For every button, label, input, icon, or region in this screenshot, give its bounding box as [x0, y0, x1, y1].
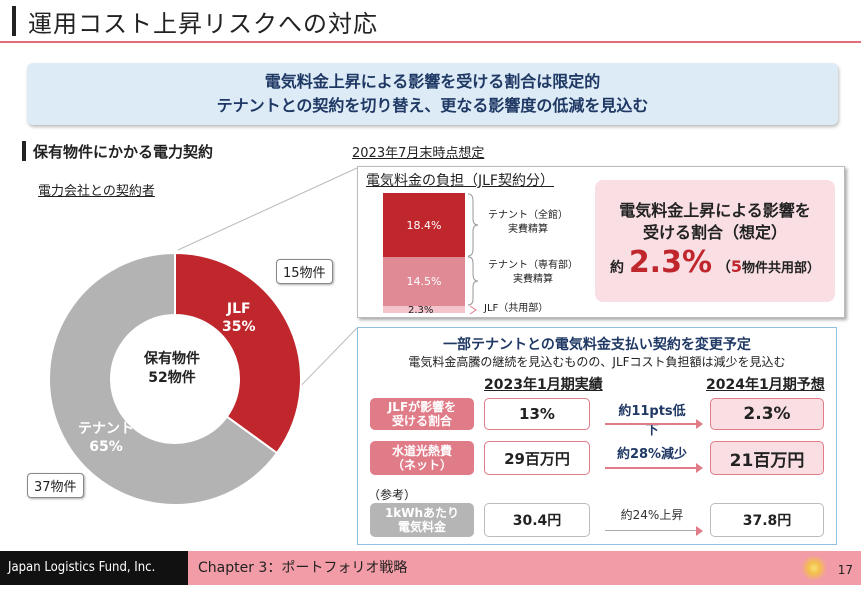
tenant-pct: 65% — [89, 439, 123, 455]
bar-label-jlf: 2.3% — [408, 305, 434, 316]
callout-line2: 受ける割合（想定） — [642, 223, 787, 242]
donut-chart — [48, 251, 302, 506]
col-header-2023: 2023年1月期実績 — [484, 377, 603, 393]
title-divider — [0, 41, 861, 43]
callout-paren: （ — [716, 260, 731, 276]
bar-desc-jlf: JLF（共用部） — [484, 303, 549, 314]
row-header-kwh-price: 1kWhあたり 電気料金 — [370, 503, 474, 537]
jlf-pct: 35% — [222, 319, 256, 335]
impact-callout: 電気料金上昇による影響を 受ける割合（想定） 約 2.3% （5物件共用部） — [595, 180, 835, 302]
callout-prefix: 約 — [609, 260, 624, 276]
desc-line: 実費精算 — [513, 274, 553, 285]
change-impact: 約11pts低下 — [618, 404, 686, 438]
row-header-line: 電気料金 — [397, 520, 446, 534]
jlf-name: JLF — [226, 301, 251, 317]
callout-value-row: 約 2.3% （5物件共用部） — [595, 248, 835, 280]
bar-label: 18.4% — [406, 218, 442, 232]
donut-center: 保有物件 52物件 — [112, 350, 232, 388]
desc-line: テナント（専有部） — [488, 260, 578, 271]
jlf-label: JLF 35% — [222, 300, 256, 336]
bar-segment-tenant-private: 14.5% — [383, 257, 465, 306]
callout-line1: 電気料金上昇による影響を — [619, 201, 811, 220]
callout-value: 2.3% — [628, 245, 713, 280]
donut-slice-1 — [48, 251, 279, 506]
bar-desc-tenant-private: テナント（専有部） 実費精算 — [488, 259, 578, 287]
tenant-count-tag: 37物件 — [27, 473, 84, 498]
page-number: 17 — [837, 563, 853, 577]
arrow-icon — [605, 463, 703, 473]
tenant-name: テナント — [78, 421, 134, 437]
col-header-2024: 2024年1月期予想 — [706, 377, 825, 393]
row-header-line: （ネット） — [391, 458, 452, 472]
arrow-icon — [605, 419, 703, 429]
row-header-impact-ratio: JLFが影響を 受ける割合 — [370, 398, 474, 430]
bar-segment-tenant-all: 18.4% — [383, 193, 465, 257]
title-accent-bar — [12, 6, 16, 36]
value-2023-impact: 13% — [484, 398, 590, 430]
desc-line: テナント（全館） — [488, 210, 568, 221]
value-2023-utilities: 29百万円 — [484, 441, 590, 475]
arrow-icon — [605, 526, 703, 536]
bracket-icons — [467, 193, 479, 315]
jlf-count-tag: 15物件 — [276, 259, 333, 284]
page-title: 運用コスト上昇リスクへの対応 — [28, 10, 378, 38]
contract-label: 電力会社との契約者 — [38, 184, 155, 199]
callout-suffix-num: 5 — [730, 257, 743, 276]
burden-title: 電気料金の負担（JLF契約分） — [366, 173, 554, 189]
as-of-label: 2023年7月末時点想定 — [352, 146, 485, 161]
section-title: 保有物件にかかる電力契約 — [33, 143, 214, 161]
row-header-line: JLFが影響を — [387, 400, 457, 414]
callout-suffix: 物件共用部） — [742, 261, 821, 276]
banner-line1: 電気料金上昇による影響を受ける割合は限定的 — [264, 72, 601, 91]
value-2024-impact: 2.3% — [710, 398, 824, 430]
footer-chapter: Chapter 3：ポートフォリオ戦略 — [188, 551, 861, 585]
bar-segment-jlf — [383, 306, 465, 313]
donut-slice-0 — [174, 251, 302, 455]
change-subtitle: 電気料金高騰の継続を見込むものの、JLFコスト負担額は減少を見込む — [408, 355, 786, 369]
row-header-utilities: 水道光熱費 （ネット） — [370, 441, 474, 475]
donut-center-line2: 52物件 — [148, 370, 196, 386]
chapter-label: Chapter 3：ポートフォリオ戦略 — [198, 560, 408, 576]
change-title: 一部テナントとの電気料金支払い契約を変更予定 — [443, 337, 751, 353]
section-accent-bar — [22, 141, 26, 161]
flower-logo-icon — [800, 556, 828, 580]
summary-banner: 電気料金上昇による影響を受ける割合は限定的 テナントとの契約を切り替え、更なる影… — [27, 63, 838, 125]
value-2024-utilities: 21百万円 — [710, 441, 824, 475]
change-utilities: 約28%減少 — [616, 447, 688, 462]
bar-label: 14.5% — [406, 275, 442, 288]
desc-line: 実費精算 — [508, 224, 548, 235]
bar-desc-tenant-all: テナント（全館） 実費精算 — [488, 209, 568, 237]
row-header-line: 受ける割合 — [391, 414, 452, 428]
donut-center-line1: 保有物件 — [144, 351, 200, 367]
value-2024-kwh: 37.8円 — [710, 503, 824, 537]
change-kwh: 約24%上昇 — [620, 508, 684, 522]
row-header-line: 1kWhあたり — [384, 506, 460, 520]
tenant-label: テナント 65% — [78, 420, 134, 456]
reference-label: （参考） — [368, 488, 417, 502]
footer-company: Japan Logistics Fund, Inc. — [0, 551, 188, 585]
value-2023-kwh: 30.4円 — [484, 503, 590, 537]
banner-line2: テナントとの契約を切り替え、更なる影響度の低減を見込む — [216, 96, 649, 115]
row-header-line: 水道光熱費 — [391, 444, 452, 458]
